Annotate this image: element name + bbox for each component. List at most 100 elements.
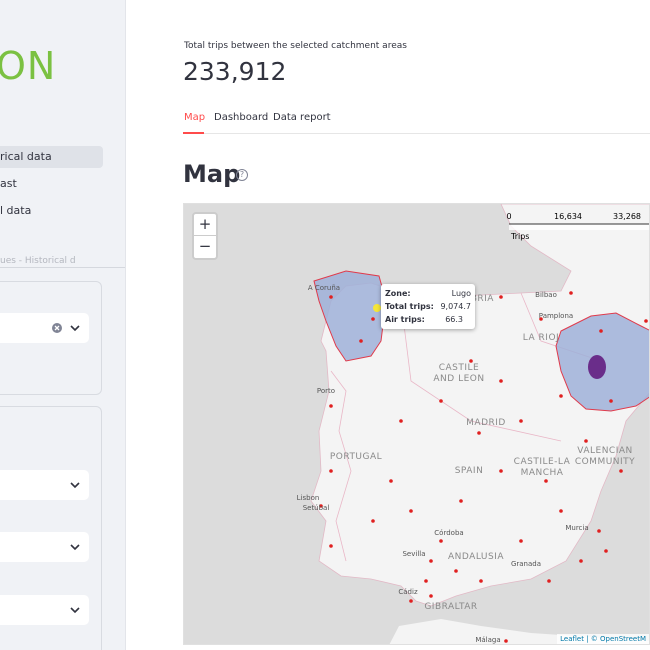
city-dot — [504, 639, 508, 643]
city-dot — [371, 519, 375, 523]
city-dot — [454, 569, 458, 573]
clear-icon[interactable] — [52, 323, 62, 333]
place-label: Porto — [317, 387, 335, 395]
select[interactable] — [0, 532, 89, 562]
menu-highlight — [0, 146, 103, 168]
zoom-out[interactable]: − — [198, 237, 212, 255]
city-dot — [439, 399, 443, 403]
place-label: CASTILE — [439, 363, 480, 373]
tooltip-value: 9,074.7 — [440, 302, 471, 311]
city-dot — [569, 291, 573, 295]
place-label: PORTUGAL — [330, 452, 382, 462]
city-dot — [409, 509, 413, 513]
place-label: AND LEON — [433, 374, 484, 384]
place-label: MADRID — [466, 418, 506, 428]
place-label: Sevilla — [402, 550, 425, 558]
city-dot — [539, 317, 543, 321]
city-dot — [597, 529, 601, 533]
tab[interactable]: Map — [184, 112, 206, 123]
city-dot — [359, 339, 363, 343]
place-label: COMMUNITY — [575, 457, 635, 467]
chevron[interactable] — [70, 324, 80, 332]
tooltip: Zone: Lugo Total trips: 9,074.7 Air trips… — [381, 284, 475, 329]
legend-bar — [509, 224, 649, 230]
place-label: SPAIN — [455, 466, 484, 476]
map[interactable]: A CoruñaCANTABRIABilbaoPamplonaLA RIOJCA… — [183, 203, 650, 645]
city-dot — [329, 295, 333, 299]
city-dot — [579, 559, 583, 563]
legend-tick: 16,634 — [554, 212, 582, 221]
legend-tick: 33,268 — [613, 212, 641, 221]
place-label: MANCHA — [521, 468, 564, 478]
menu-item[interactable]: ast — [0, 177, 17, 190]
place-label: Bilbao — [535, 291, 557, 299]
legend-tick: 0 — [506, 212, 511, 221]
hotspot — [588, 355, 606, 379]
chevron[interactable] — [70, 606, 80, 614]
section-label: ues - Historical d — [0, 256, 76, 266]
city-dot — [519, 539, 523, 543]
region — [313, 270, 387, 362]
chevron[interactable] — [70, 543, 80, 551]
city-dot — [559, 509, 563, 513]
filter-box — [0, 406, 102, 650]
city-dot — [329, 404, 333, 408]
tab-indicator — [183, 132, 204, 134]
tooltip-row: Zone: Lugo — [385, 287, 471, 300]
city-dot — [477, 431, 481, 435]
legend-label: Trips — [510, 232, 529, 241]
place-label: ANDALUSIA — [448, 552, 504, 562]
tooltip-value: 66.3 — [445, 315, 463, 324]
metric-caption: Total trips between the selected catchme… — [184, 41, 407, 51]
city-dot — [544, 479, 548, 483]
city-dot — [459, 499, 463, 503]
city-dot — [604, 549, 608, 553]
select[interactable] — [0, 470, 89, 500]
tooltip-row: Air trips: 66.3 — [385, 313, 471, 326]
menu-item[interactable]: l data — [0, 204, 32, 217]
chevron[interactable] — [70, 481, 80, 489]
attribution[interactable]: Leaflet | © OpenStreetM — [557, 634, 649, 644]
help-icon[interactable]: ? — [236, 169, 248, 181]
city-dot — [609, 399, 613, 403]
map-layer: A CoruñaCANTABRIABilbaoPamplonaLA RIOJCA… — [184, 204, 649, 644]
city-dot — [429, 594, 433, 598]
zoom-control: + − — [192, 212, 218, 260]
city-dot — [429, 559, 433, 563]
tab-line — [183, 133, 650, 134]
city-dot — [389, 479, 393, 483]
city-dot — [439, 539, 443, 543]
place-label: Pamplona — [539, 312, 573, 320]
place-label: Murcia — [565, 524, 588, 532]
place-label: GIBRALTAR — [424, 602, 477, 612]
zoom-in[interactable]: + — [194, 214, 216, 236]
tab[interactable]: Dashboard — [214, 112, 269, 123]
place-label: LA RIOJ — [523, 333, 559, 343]
place-label: A Coruña — [308, 284, 340, 292]
city-dot — [499, 379, 503, 383]
city-dot — [329, 544, 333, 548]
city-dot — [644, 319, 648, 323]
city-dot — [519, 419, 523, 423]
metric-value: 233,912 — [183, 57, 287, 86]
logo: ON — [0, 44, 57, 88]
tooltip-value: Lugo — [451, 289, 471, 298]
select[interactable] — [0, 313, 89, 343]
tooltip-key: Air trips: — [385, 315, 425, 324]
tab[interactable]: Data report — [273, 112, 331, 123]
menu-item[interactable]: rical data — [0, 150, 52, 163]
select[interactable] — [0, 595, 89, 625]
city-dot — [559, 394, 563, 398]
city-dot — [399, 419, 403, 423]
place-label: CASTILE-LA — [514, 457, 571, 467]
place-label: Cádiz — [398, 588, 418, 596]
divider — [0, 267, 125, 268]
selected-zone — [373, 304, 381, 312]
tooltip-key: Zone: — [385, 289, 411, 298]
place-label: Setúbal — [303, 504, 330, 512]
city-dot — [329, 469, 333, 473]
city-dot — [499, 295, 503, 299]
city-dot — [584, 439, 588, 443]
city-dot — [371, 317, 375, 321]
